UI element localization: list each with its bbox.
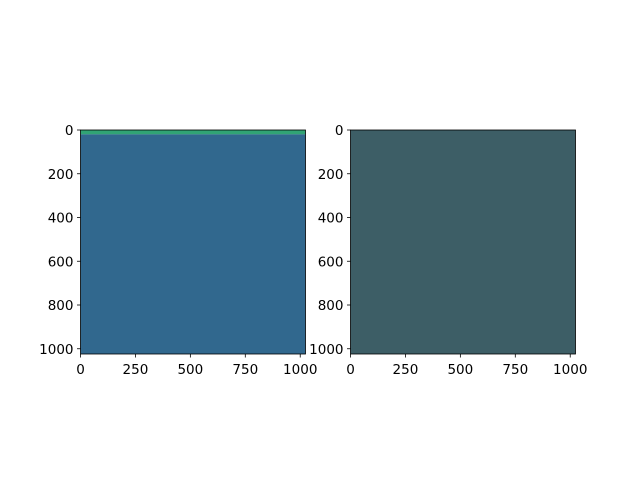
x-tick-label: 1000 (553, 362, 587, 378)
x-tick-label: 0 (76, 362, 85, 378)
y-tick-label: 0 (335, 123, 344, 139)
image-region (80, 130, 306, 135)
y-tick-label: 200 (48, 167, 74, 183)
axes-frame (80, 129, 306, 355)
x-tick-label: 500 (177, 362, 203, 378)
x-tick-label: 500 (447, 362, 473, 378)
x-tick-label: 250 (393, 362, 419, 378)
image-region (80, 134, 306, 354)
x-tick-label: 750 (502, 362, 528, 378)
y-tick-label: 200 (318, 167, 344, 183)
y-tick-label: 400 (48, 211, 74, 227)
image-region (350, 130, 576, 354)
y-tick-label: 0 (65, 123, 74, 139)
y-tick-label: 800 (318, 298, 344, 314)
x-tick-label: 250 (123, 362, 149, 378)
y-tick-label: 800 (48, 298, 74, 314)
y-tick-label: 600 (318, 254, 344, 270)
y-tick-label: 600 (48, 254, 74, 270)
y-tick-label: 1000 (309, 342, 343, 358)
x-tick-label: 750 (232, 362, 258, 378)
x-tick-label: 0 (346, 362, 355, 378)
axes-frame (350, 129, 576, 355)
y-tick-label: 400 (318, 211, 344, 227)
x-tick-label: 1000 (283, 362, 317, 378)
y-tick-label: 1000 (39, 342, 73, 358)
